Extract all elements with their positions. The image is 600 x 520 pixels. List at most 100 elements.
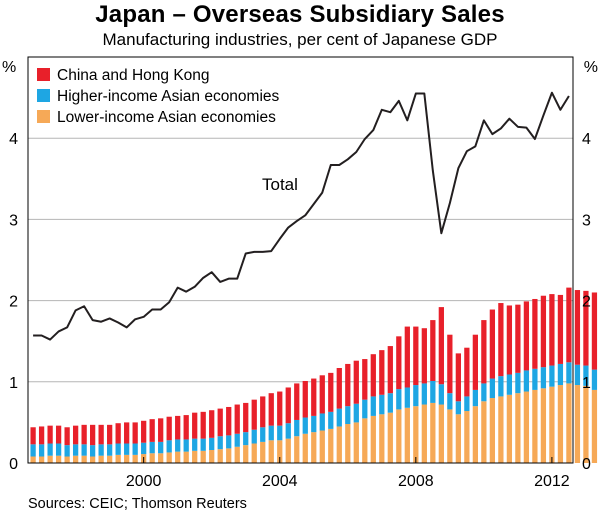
- y-tick-label-left: 3: [9, 212, 18, 229]
- bar-segment: [251, 399, 257, 430]
- bar-segment: [141, 442, 147, 455]
- bar-segment: [175, 451, 181, 463]
- bar-segment: [192, 450, 198, 463]
- x-tick-label: 2012: [534, 473, 570, 490]
- bar-segment: [566, 362, 572, 384]
- bar-series: [30, 287, 598, 463]
- bar-segment: [523, 301, 530, 371]
- bar-segment: [64, 445, 70, 457]
- bar-segment: [472, 406, 478, 463]
- bar-segment: [353, 403, 359, 423]
- bar-segment: [192, 438, 198, 451]
- bar-segment: [549, 365, 555, 387]
- bar-segment: [345, 363, 351, 407]
- bar-segment: [396, 389, 402, 410]
- bar-segment: [183, 415, 189, 440]
- bar-segment: [124, 422, 130, 444]
- bar-segment: [362, 399, 368, 419]
- source-note: Sources: CEIC; Thomson Reuters: [28, 496, 247, 512]
- bar-segment: [81, 424, 87, 445]
- bar-segment: [234, 446, 240, 463]
- bar-segment: [285, 438, 291, 463]
- bar-segment: [209, 450, 215, 463]
- bar-segment: [30, 456, 36, 463]
- bar-segment: [498, 303, 504, 377]
- bar-segment: [430, 402, 436, 463]
- bar-segment: [498, 396, 504, 463]
- bar-segment: [566, 287, 572, 363]
- bar-segment: [149, 453, 155, 463]
- y-tick-label-left: 1: [9, 375, 18, 392]
- bar-segment: [481, 320, 487, 384]
- bar-segment: [591, 389, 598, 463]
- bar-segment: [532, 298, 538, 369]
- bar-segment: [226, 435, 232, 449]
- bar-segment: [336, 408, 342, 427]
- bar-segment: [243, 445, 249, 463]
- y-tick-label-left: 0: [9, 456, 18, 473]
- bar-segment: [336, 426, 342, 463]
- bar-segment: [158, 441, 164, 454]
- bar-segment: [421, 383, 427, 405]
- bar-segment: [64, 456, 70, 463]
- bar-segment: [498, 376, 504, 397]
- bar-segment: [515, 304, 521, 373]
- bar-segment: [38, 456, 45, 463]
- y-tick-label-right: 4: [582, 131, 591, 148]
- legend-swatch: [37, 110, 50, 123]
- bar-segment: [234, 404, 240, 434]
- bar-segment: [311, 415, 317, 433]
- bar-segment: [447, 409, 453, 463]
- bar-segment: [243, 432, 249, 446]
- bar-segment: [64, 427, 70, 446]
- bar-segment: [72, 444, 79, 456]
- bar-segment: [370, 415, 376, 463]
- bar-segment: [98, 424, 104, 445]
- bar-segment: [311, 378, 317, 416]
- bar-segment: [540, 388, 547, 463]
- bar-segment: [107, 444, 113, 456]
- bar-segment: [447, 334, 453, 394]
- bar-segment: [302, 380, 308, 418]
- y-tick-label-left: 2: [9, 294, 18, 311]
- chart-title: Japan – Overseas Subsidiary Sales: [95, 1, 505, 28]
- bar-segment: [260, 427, 266, 442]
- x-tick-label: 2000: [126, 473, 162, 490]
- bar-segment: [217, 436, 223, 450]
- bar-segment: [464, 347, 470, 397]
- bar-segment: [396, 409, 402, 463]
- bar-segment: [455, 401, 461, 415]
- bar-segment: [243, 402, 249, 433]
- bar-segment: [379, 350, 385, 395]
- bar-segment: [200, 438, 206, 451]
- bar-segment: [81, 455, 87, 463]
- bar-segment: [72, 455, 79, 463]
- bar-segment: [200, 411, 206, 439]
- bar-segment: [447, 393, 453, 410]
- bar-segment: [55, 455, 62, 463]
- bar-segment: [38, 444, 45, 457]
- bar-segment: [47, 455, 53, 463]
- legend-label: Lower-income Asian economies: [57, 109, 276, 126]
- bar-segment: [345, 406, 351, 425]
- bar-segment: [404, 387, 410, 408]
- bar-segment: [107, 424, 113, 445]
- bar-segment: [200, 450, 206, 463]
- bar-segment: [319, 375, 325, 414]
- bar-segment: [285, 423, 291, 439]
- bar-segment: [209, 437, 215, 451]
- x-tick-label: 2004: [262, 473, 298, 490]
- bar-segment: [166, 416, 172, 441]
- bar-segment: [370, 396, 376, 416]
- bar-segment: [404, 326, 410, 388]
- bar-segment: [90, 445, 96, 457]
- chart-subtitle: Manufacturing industries, per cent of Ja…: [102, 30, 498, 49]
- bar-segment: [557, 385, 564, 463]
- bar-segment: [421, 404, 427, 463]
- bar-segment: [472, 389, 478, 407]
- total-line-series: [33, 91, 570, 341]
- bar-segment: [489, 309, 496, 379]
- bar-segment: [481, 383, 487, 402]
- bar-segment: [132, 454, 138, 463]
